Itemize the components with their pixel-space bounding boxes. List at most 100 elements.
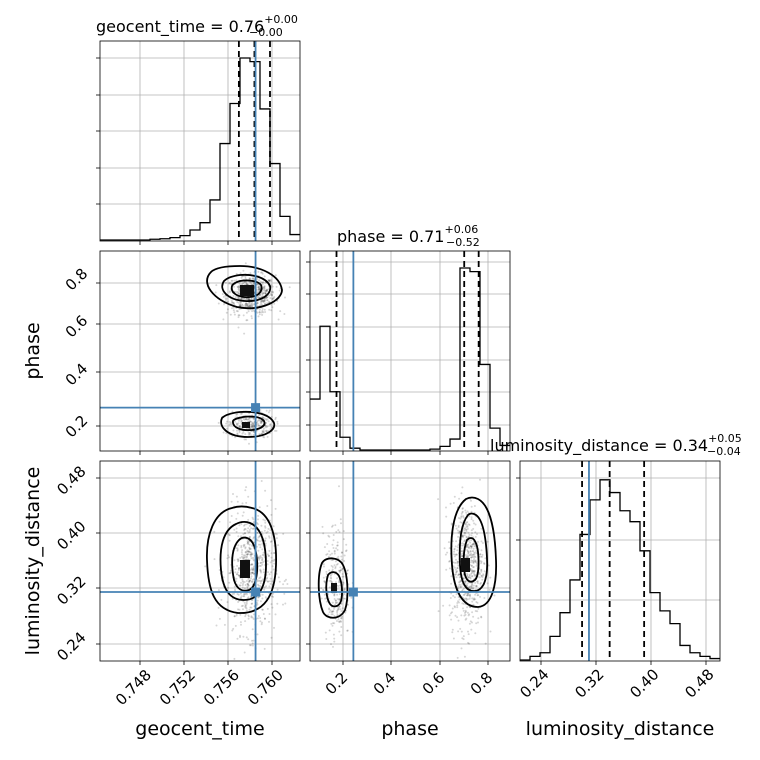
sample-point [465,556,468,559]
sample-point [243,601,246,604]
sample-point [232,306,235,309]
sample-point [234,571,237,574]
sample-point [251,571,254,574]
sample-point [261,608,264,611]
sample-point [239,621,242,624]
luminosity-distance-tick-label: 0.32 [53,572,89,608]
sample-point [331,610,334,613]
sample-point [269,540,272,543]
ticks-pg [96,282,273,455]
sample-point [245,555,248,558]
sample-point [263,292,266,294]
sample-point [456,567,459,569]
sample-point [242,511,245,514]
sample-point [243,438,246,441]
sample-point [330,579,332,582]
sample-point [482,574,485,577]
sample-point [236,500,239,503]
sample-point [235,310,238,312]
sample-point [233,559,236,562]
sample-point [336,611,339,614]
sample-point [476,610,479,613]
sample-point [332,622,334,625]
sample-point [238,426,241,429]
sample-point [463,529,466,532]
sample-point [473,571,476,574]
sample-point [464,613,467,616]
sample-point [261,272,264,275]
sample-point [268,280,271,283]
sample-point [328,569,331,572]
sample-point [275,533,278,536]
sample-point [274,532,277,535]
sample-point [333,640,336,643]
sample-point [239,556,242,559]
sample-point [228,534,231,537]
sample-point [250,434,253,437]
sample-point [268,536,271,539]
sample-point [252,309,255,312]
sample-point [248,547,251,550]
sample-point [464,539,466,542]
sample-point [468,613,471,616]
sample-point [452,637,455,640]
sample-point [465,617,468,620]
sample-point [333,637,336,640]
sample-point [249,553,252,556]
sample-point [246,530,249,532]
sample-point [343,588,346,591]
sample-point [242,305,245,308]
sample-point [241,549,244,552]
sample-point [473,553,476,556]
sample-point [261,563,264,566]
sample-point [330,643,332,646]
sample-point [261,548,264,551]
sample-point [244,592,247,595]
sample-point [445,506,447,509]
sample-point [463,540,466,543]
sample-point [462,607,464,610]
sample-point [271,294,273,297]
sample-point [326,543,329,545]
sample-point [457,561,460,564]
sample-point [257,270,260,273]
sample-point [257,422,259,425]
sample-point [340,558,343,561]
sample-point [471,554,474,557]
sample-point [455,576,458,579]
sample-point [453,561,456,564]
sample-point [454,614,457,617]
sample-point [269,428,272,431]
sample-point [329,574,332,577]
sample-point [260,420,263,423]
sample-point [470,545,473,548]
sample-point [473,542,476,545]
sample-point [271,580,274,583]
sample-point [275,285,278,288]
sample-point [339,593,341,596]
sample-point [251,571,254,574]
sample-point [239,412,242,415]
sample-point [228,556,230,559]
sample-point [251,304,254,307]
sample-point [270,309,273,312]
sample-point [451,607,454,610]
sample-point [330,610,333,613]
sample-point [470,516,473,519]
sample-point [250,425,253,428]
sample-point [259,600,262,603]
sample-point [483,570,486,573]
sample-point [468,576,471,579]
panel-frame [99,40,301,242]
sample-point [278,580,281,583]
sample-point [266,435,269,438]
panel-frame [99,250,301,452]
sample-point [331,566,334,568]
phase-title: phase = 0.71+0.06 [337,223,478,246]
sample-point [247,543,250,545]
sample-point [261,553,264,556]
sample-point [444,553,447,556]
sample-point [243,529,246,532]
sample-point [236,429,238,432]
sample-point [251,422,254,424]
